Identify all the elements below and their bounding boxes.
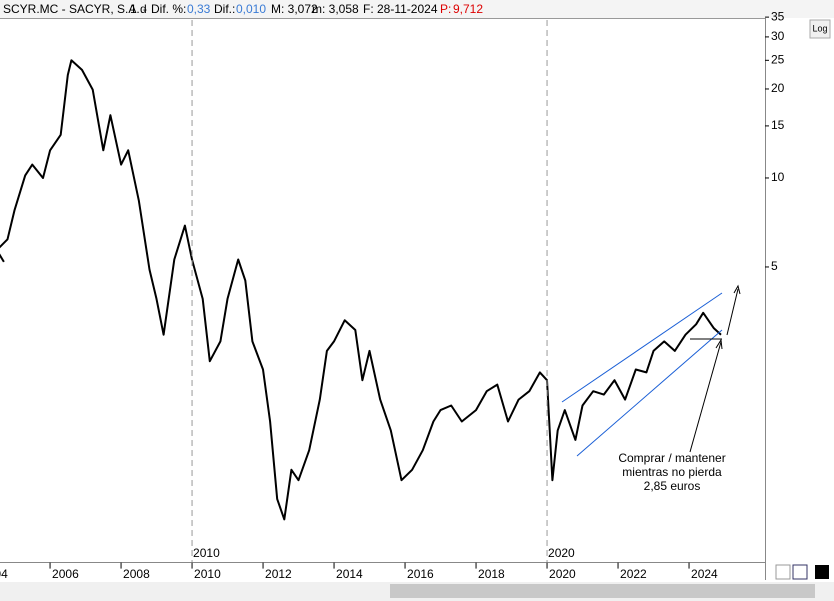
y-tick-label: 30: [771, 29, 785, 43]
price-line: [0, 59, 722, 521]
target-arrow: [726, 288, 739, 336]
target-arrowhead: [733, 284, 741, 295]
separator-label: 2020: [548, 546, 575, 560]
y-tick-label: 10: [771, 170, 785, 184]
annotation-line: mientras no pierda: [622, 465, 722, 479]
dif: 0,010: [236, 2, 266, 16]
x-tick-label: 2004: [0, 567, 8, 581]
period: 1 d: [130, 2, 147, 16]
y-tick-label: 5: [771, 259, 778, 273]
x-tick-label: 2010: [194, 567, 221, 581]
p-label: P:: [440, 2, 451, 16]
channel-lower: [576, 329, 723, 457]
scrollbar-thumb[interactable]: [390, 584, 815, 598]
log-button-label[interactable]: Log: [812, 23, 827, 33]
x-tick-label: 2006: [52, 567, 79, 581]
dif-label: Dif.:: [214, 2, 235, 16]
y-tick-label: 35: [771, 9, 785, 23]
dif-pct-label: Dif. %:: [151, 2, 186, 16]
dif-pct: 0,33: [187, 2, 211, 16]
x-tick-label: 2008: [123, 567, 150, 581]
tool-button[interactable]: [775, 564, 791, 580]
note-arrow: [689, 341, 722, 453]
date: F: 28-11-2024: [363, 2, 438, 16]
log-button[interactable]: [809, 19, 831, 39]
note-arrowhead: [715, 338, 723, 350]
y-tick-label: 25: [771, 52, 785, 66]
y-tick-label: 15: [771, 118, 785, 132]
x-tick-label: 2014: [336, 567, 363, 581]
min: m: 3,058: [312, 2, 359, 16]
annotation-line: 2,85 euros: [644, 479, 701, 493]
tool-button[interactable]: [792, 564, 808, 580]
p: 9,712: [453, 2, 483, 16]
x-tick-label: 2020: [549, 567, 576, 581]
separator-label: 2010: [193, 546, 220, 560]
symbol: SCYR.MC - SACYR, S.A. -: [3, 2, 147, 16]
x-tick-label: 2018: [478, 567, 505, 581]
tool-button[interactable]: [815, 565, 829, 579]
x-tick-label: 2012: [265, 567, 292, 581]
max: M: 3,072: [271, 2, 318, 16]
plot: [0, 59, 722, 521]
x-tick-label: 2024: [691, 567, 718, 581]
channel-upper: [561, 292, 723, 403]
x-tick-label: 2016: [407, 567, 434, 581]
x-tick-label: 2022: [620, 567, 647, 581]
y-tick-label: 20: [771, 81, 785, 95]
header-bar: [0, 0, 834, 18]
annotation-line: Comprar / mantener: [618, 451, 725, 465]
